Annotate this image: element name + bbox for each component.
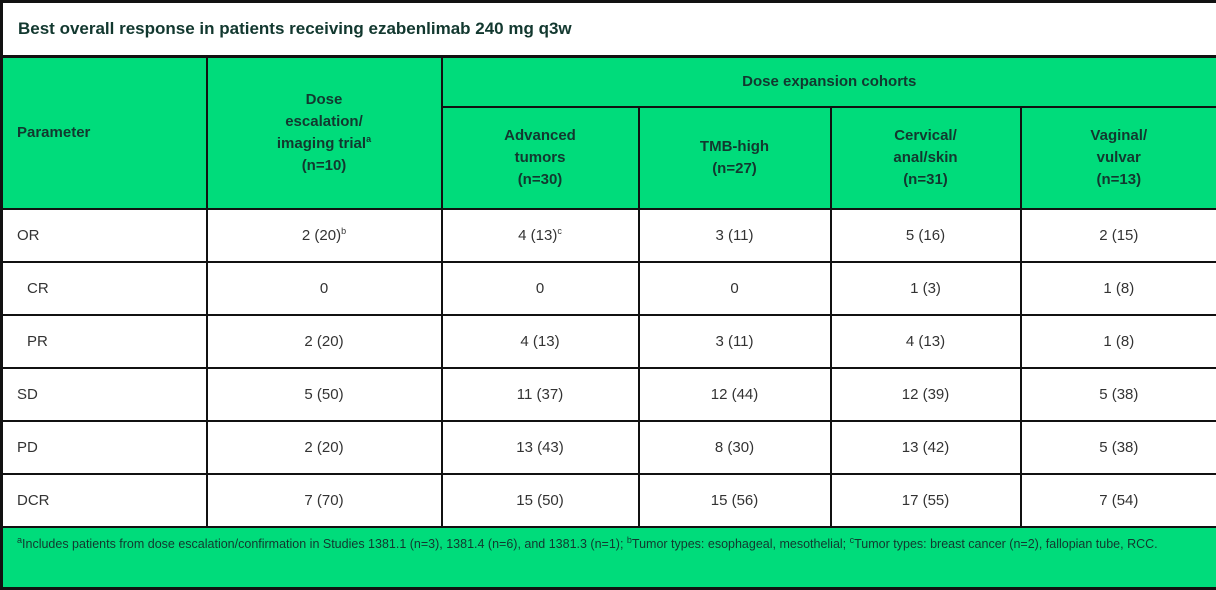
cell-value: 15 (50) [440, 472, 640, 528]
header-line-text: imaging trial [276, 134, 367, 152]
footnote-marker-a: a [366, 133, 372, 144]
cell-value: 3 (11) [637, 313, 832, 369]
header-line: vulvar [1096, 148, 1141, 166]
cell-value: 11 (37) [440, 366, 640, 422]
table-row-dcr: DCR 7 (70) 15 (50) 15 (56) 17 (55) 7 (54… [0, 472, 1216, 528]
header-line: Cervical/ [894, 126, 957, 144]
col-header-cervical-anal-skin: Cervical/ anal/skin (n=31) [829, 105, 1022, 210]
row-label: DCR [0, 472, 208, 528]
cell-value: 13 (43) [440, 419, 640, 475]
cell-value: 0 [440, 260, 640, 316]
header-line: Vaginal/ [1090, 126, 1148, 144]
cell-value: 8 (30) [637, 419, 832, 475]
row-label: PR [0, 313, 208, 369]
cell-value: 2 (20) [205, 313, 443, 369]
cell-value: 12 (44) [637, 366, 832, 422]
footnote-segment: Tumor types: esophageal, mesothelial; [631, 536, 850, 551]
cell-text: 4 (13) [518, 226, 558, 244]
footnote-marker-a: a [17, 534, 23, 545]
header-line: escalation/ [285, 112, 363, 130]
cell-value: 1 (8) [1019, 313, 1216, 369]
header-line: (n=13) [1096, 170, 1142, 188]
header-line: Dose [305, 90, 343, 108]
cell-value: 1 (3) [829, 260, 1022, 316]
header-line: (n=30) [517, 170, 563, 188]
row-label: SD [0, 366, 208, 422]
cell-value: 5 (38) [1019, 419, 1216, 475]
cell-value: 5 (16) [829, 207, 1022, 263]
header-line: (n=10) [301, 156, 347, 174]
footnote-marker-b: b [626, 534, 632, 545]
header-row-sub: Advanced tumors (n=30) TMB-high (n=27) C… [2, 105, 1216, 210]
row-label: OR [0, 207, 208, 263]
header-line: Advanced [504, 126, 576, 144]
cell-value: 0 [637, 260, 832, 316]
cell-value: 1 (8) [1019, 260, 1216, 316]
col-header-parameter: Parameter [0, 55, 208, 210]
cell-value: 7 (70) [205, 472, 443, 528]
cell-value: 3 (11) [637, 207, 832, 263]
row-label: CR [0, 260, 208, 316]
header-line: TMB-high [699, 137, 770, 155]
table-title: Best overall response in patients receiv… [1, 1, 1216, 58]
cell-value: 0 [205, 260, 443, 316]
cell-value: 2 (20) [205, 419, 443, 475]
cell-value: 15 (56) [637, 472, 832, 528]
table-row-sd: SD 5 (50) 11 (37) 12 (44) 12 (39) 5 (38) [0, 366, 1216, 422]
header-line: tumors [514, 148, 566, 166]
cell-value: 5 (50) [205, 366, 443, 422]
title-row: Best overall response in patients receiv… [1, 1, 1216, 58]
header-line: imaging triala [208, 133, 441, 155]
col-header-dose-escalation: Dose escalation/ imaging triala (n=10) [205, 55, 443, 210]
col-group-dose-expansion-cohorts: Dose expansion cohorts [440, 55, 1216, 108]
footnote-text: aIncludes patients from dose escalation/… [0, 525, 1216, 590]
header-line: (n=31) [903, 170, 948, 188]
cell-value: 4 (13)c [440, 207, 640, 263]
cell-value: 2 (20)b [205, 207, 443, 263]
cell-value: 5 (38) [1019, 366, 1216, 422]
cell-value: 7 (54) [1019, 472, 1216, 528]
cell-value: 4 (13) [440, 313, 640, 369]
row-label: PD [0, 419, 208, 475]
table-row-pd: PD 2 (20) 13 (43) 8 (30) 13 (42) 5 (38) [0, 419, 1216, 475]
header-line: anal/skin [893, 148, 958, 166]
table-row-cr: CR 0 0 0 1 (3) 1 (8) [0, 260, 1216, 316]
cell-value: 13 (42) [829, 419, 1022, 475]
col-header-vaginal-vulvar: Vaginal/ vulvar (n=13) [1019, 105, 1216, 210]
header-row-group: Parameter Dose escalation/ imaging trial… [0, 55, 1216, 210]
cell-value: 17 (55) [829, 472, 1022, 528]
col-header-tmb-high: TMB-high (n=27) [637, 105, 832, 210]
table-row-or: OR 2 (20)b 4 (13)c 3 (11) 5 (16) 2 (15) [0, 207, 1216, 263]
header-line: (n=27) [712, 159, 757, 177]
table-row-pr: PR 2 (20) 4 (13) 3 (11) 4 (13) 1 (8) [0, 313, 1216, 369]
cell-text: 2 (20) [301, 226, 342, 244]
footnote-marker-b: b [341, 225, 347, 236]
cell-value: 4 (13) [829, 313, 1022, 369]
footnote-segment: Tumor types: breast cancer (n=2), fallop… [854, 536, 1158, 551]
cell-value: 12 (39) [829, 366, 1022, 422]
footnote-marker-c: c [849, 534, 855, 545]
cell-value: 2 (15) [1019, 207, 1216, 263]
footnote-marker-c: c [557, 225, 562, 236]
footnote-segment: Includes patients from dose escalation/c… [22, 536, 627, 551]
footnote-row: aIncludes patients from dose escalation/… [0, 525, 1216, 590]
col-header-advanced-tumors: Advanced tumors (n=30) [440, 105, 640, 210]
